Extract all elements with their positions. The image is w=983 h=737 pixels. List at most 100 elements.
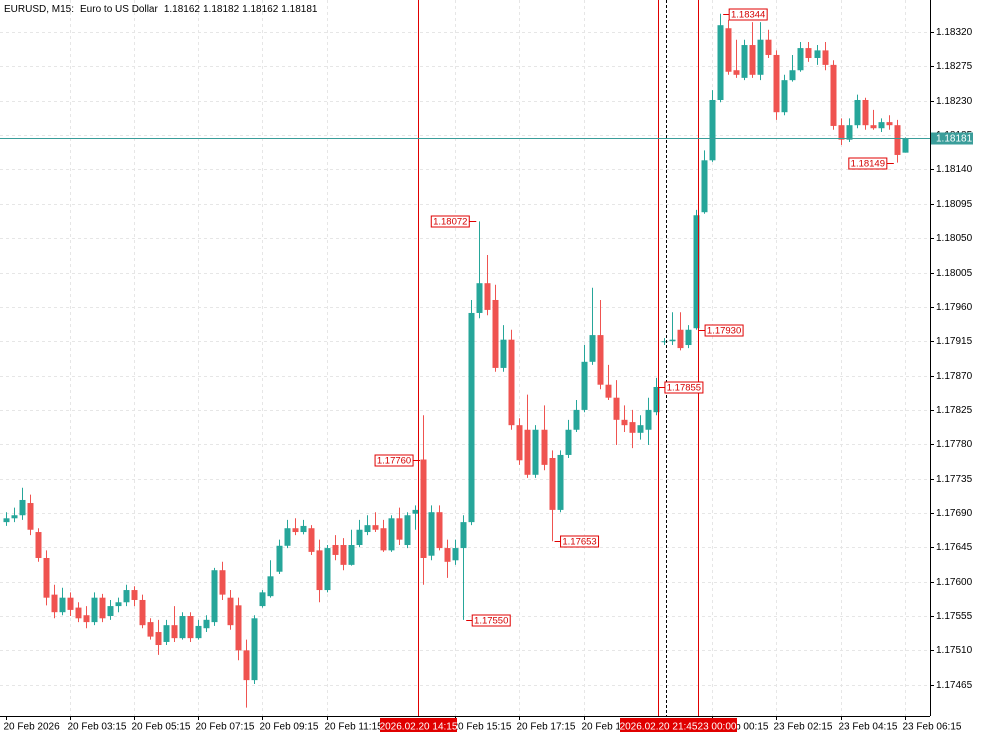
candle-body xyxy=(862,99,869,126)
price-label-box xyxy=(430,215,470,228)
candle-body xyxy=(452,548,459,561)
candle-body xyxy=(99,597,106,619)
candle-body xyxy=(356,529,363,546)
candle-body xyxy=(19,499,26,516)
last-low: 1.18162 xyxy=(242,4,279,15)
candle-body xyxy=(677,329,684,349)
last-open: 1.18162 xyxy=(164,4,201,15)
candle-body xyxy=(741,45,748,78)
marker-time-label: 2026.02.20 21:45 xyxy=(620,722,698,733)
candle-body xyxy=(91,597,98,623)
x-tick-label: 23 Feb 06:15 xyxy=(903,722,962,733)
y-tick-label: 1.17960 xyxy=(936,302,973,313)
candle-body xyxy=(822,50,829,65)
marker-time-box xyxy=(620,718,697,732)
candle-body xyxy=(830,64,837,126)
price-label-box xyxy=(848,157,888,170)
price-label-box xyxy=(728,8,768,21)
marker-time-box xyxy=(380,718,457,732)
candle-body xyxy=(420,459,427,558)
candle-body xyxy=(404,515,411,546)
price-label: 1.18344 xyxy=(731,10,765,21)
x-tick-label: 20 Feb 11:15 xyxy=(325,722,384,733)
candle-body xyxy=(380,528,387,551)
candle-body xyxy=(51,594,58,613)
candle-body xyxy=(878,122,885,129)
candle-body xyxy=(581,361,588,410)
candle-body xyxy=(131,590,138,600)
candle-body xyxy=(316,550,323,591)
candle-body xyxy=(43,557,50,598)
candle-body xyxy=(733,70,740,75)
x-tick-label: 20 Feb 15:15 xyxy=(453,722,512,733)
y-tick-label: 1.17645 xyxy=(936,542,973,553)
candle-body xyxy=(902,138,909,153)
candle-body xyxy=(3,518,10,523)
candle-body xyxy=(789,70,796,81)
candle-body xyxy=(227,597,234,626)
price-label-box xyxy=(704,324,744,337)
candle-body xyxy=(516,425,523,461)
candle-body xyxy=(259,592,266,607)
candle-body xyxy=(701,160,708,213)
marker-time-label: 2026.02.20 14:15 xyxy=(380,722,458,733)
x-tick-label: 20 Feb 2026 xyxy=(4,722,61,733)
candle-body xyxy=(645,409,652,430)
candle-body xyxy=(251,618,258,681)
candle-body xyxy=(637,425,644,433)
candle-body xyxy=(203,619,210,629)
candle-body xyxy=(123,590,130,603)
candle-body xyxy=(388,518,395,551)
y-tick-label: 1.18095 xyxy=(936,199,973,210)
candle-body xyxy=(67,597,74,610)
candle-body xyxy=(894,125,901,155)
chart-header: EURUSD, M15: Euro to US Dollar 1.18162 1.18… xyxy=(4,4,318,15)
x-tick-label: 20 Feb 03:15 xyxy=(68,722,127,733)
candle-body xyxy=(621,419,628,426)
current-price-label: 1.18181 xyxy=(936,134,973,145)
candle-body xyxy=(276,545,283,572)
candle-body xyxy=(765,39,772,55)
y-tick-label: 1.17555 xyxy=(936,611,973,622)
candle-body xyxy=(805,48,812,59)
y-tick-label: 1.18320 xyxy=(936,27,973,38)
candle-body xyxy=(573,409,580,430)
price-label: 1.17550 xyxy=(474,616,508,627)
candle-body xyxy=(565,429,572,455)
candle-body xyxy=(35,532,42,558)
y-tick-label: 1.17600 xyxy=(936,577,973,588)
candle-body xyxy=(541,429,548,465)
candle-body xyxy=(854,99,861,126)
candle-body xyxy=(661,341,668,343)
candle-body xyxy=(870,125,877,129)
candle-body xyxy=(163,625,170,642)
candle-body xyxy=(797,48,804,71)
candle-body xyxy=(597,335,604,385)
candle-body xyxy=(814,50,821,59)
candle-body xyxy=(243,650,250,681)
candle-body xyxy=(653,387,660,413)
candle-body xyxy=(324,548,331,591)
candle-body xyxy=(484,283,491,310)
candle-body xyxy=(460,522,467,549)
candle-body xyxy=(115,602,122,607)
candle-body xyxy=(59,597,66,613)
candle-body xyxy=(444,548,451,562)
candle-body xyxy=(557,454,564,510)
price-label-box xyxy=(374,454,414,467)
x-tick-label: 20 Feb 09:15 xyxy=(260,722,319,733)
y-tick-label: 1.17870 xyxy=(936,371,973,382)
x-tick-label: 23 Feb 00:15 xyxy=(710,722,769,733)
candle-body xyxy=(235,605,242,651)
candle-body xyxy=(139,599,146,626)
candle-body xyxy=(348,545,355,565)
price-label-box xyxy=(664,381,704,394)
description: Euro to US Dollar xyxy=(80,4,158,15)
candle-body xyxy=(629,422,636,433)
x-tick-label: 23 Feb 04:15 xyxy=(839,722,898,733)
candle-body xyxy=(75,607,82,619)
candle-body xyxy=(693,215,700,329)
candle-body xyxy=(372,525,379,530)
